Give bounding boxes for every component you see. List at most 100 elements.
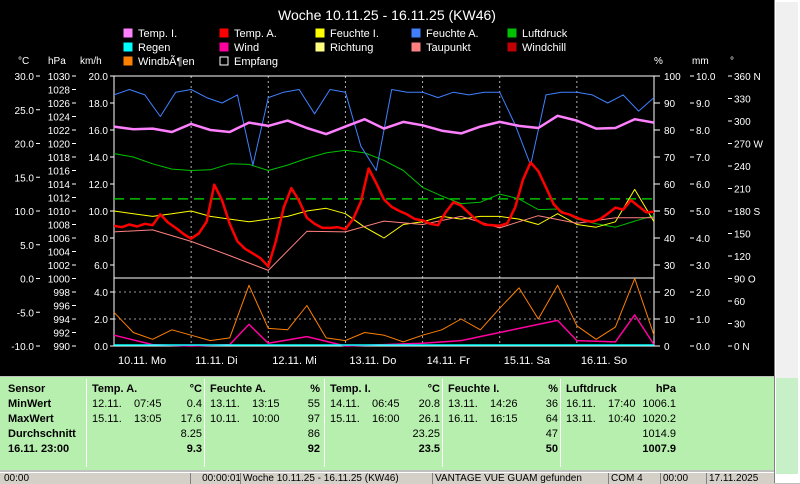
pressure-tick-label: 1028 [48, 86, 71, 97]
stats-time: 10:00 [252, 413, 280, 425]
wind-tick-label: 10.0 [89, 207, 109, 218]
stats-value: 36 [545, 398, 558, 410]
stats-separator [204, 379, 205, 467]
pressure-tick-label: 992 [53, 329, 70, 340]
stats-column-header: Feuchte I.% [448, 381, 558, 397]
wind-tick-label: 4.0 [94, 288, 108, 299]
stats-column-unit: hPa [655, 383, 676, 395]
series-line-feuchte-i- [113, 188, 655, 239]
stats-date: 12.11. [92, 398, 122, 410]
wind-tick-label: 14.0 [89, 153, 109, 164]
temp-tick-label: 30.0 [15, 72, 35, 83]
stats-value: 0.4 [186, 398, 202, 410]
stats-separator [324, 379, 325, 467]
stats-value: 23.5 [418, 443, 440, 455]
stats-sensor-column: Sensor MinWert MaxWert Durchschnitt 16.1… [8, 381, 86, 457]
x-tick-label: 16.11. So [581, 355, 627, 367]
scrollbar-area[interactable] [776, 2, 798, 472]
humidity-tick-label: 30 [664, 261, 676, 272]
stats-row: 1014.9 [566, 427, 676, 442]
chart-panel: Woche 10.11.25 - 16.11.25 (KW46) Temp. I.… [0, 0, 774, 376]
stats-row: 12.11. 07:45 0.4 [92, 397, 202, 412]
direction-tick-label: 90 O [734, 275, 756, 286]
series-line-wind [113, 314, 655, 347]
stats-value: 1014.9 [642, 428, 676, 440]
stats-separator [86, 379, 87, 467]
weather-chart: Woche 10.11.25 - 16.11.25 (KW46) Temp. I.… [11, 7, 763, 367]
pressure-tick-label: 1012 [48, 194, 71, 205]
stats-date: 16.11. [566, 398, 596, 410]
stats-row: 15.11. 13:05 17.6 [92, 412, 202, 427]
stats-separator [442, 379, 443, 467]
stats-date: 15.11. [92, 413, 122, 425]
stats-column: Luftdruck hPa 16.11. 17:40 1006.1 13.11. 10:40… [566, 381, 676, 457]
stats-value: 20.8 [418, 398, 440, 410]
x-tick-label: 15.11. Sa [504, 355, 551, 367]
pressure-tick-label: 1022 [48, 126, 71, 137]
rain-tick-label: 7.0 [696, 153, 710, 164]
legend-swatch [315, 28, 325, 38]
humidity-tick-label: 70 [664, 153, 676, 164]
stats-value: 47 [545, 428, 558, 440]
legend-swatch [315, 42, 325, 52]
stats-row: 50 [448, 442, 558, 457]
stats-separator [560, 379, 561, 467]
stats-row-label: MaxWert [8, 413, 54, 425]
humidity-tick-label: 50 [664, 207, 676, 218]
legend-swatch [219, 56, 229, 66]
stats-row: 1007.9 [566, 442, 676, 457]
stats-value: 92 [307, 443, 320, 455]
temp-tick-label: -10.0 [11, 342, 34, 353]
legend-label: Taupunkt [426, 42, 471, 54]
series-line-temp-i- [113, 114, 655, 136]
rain-tick-label: 1.0 [696, 315, 710, 326]
stats-value: 23.25 [412, 428, 440, 440]
stats-row: 13.11. 10:40 1020.2 [566, 412, 676, 427]
status-cell: Woche 10.11.25 - 16.11.25 (KW46) [240, 473, 433, 484]
legend-swatch [123, 42, 133, 52]
legend-label: Richtung [330, 42, 373, 54]
legend-label: Wind [234, 42, 259, 54]
rain-tick-label: 3.0 [696, 261, 710, 272]
rain-tick-label: 10.0 [696, 72, 716, 83]
x-tick-label: 13.11. Do [349, 355, 396, 367]
legend-label: Feuchte A. [426, 28, 479, 40]
wind-tick-label: 6.0 [94, 261, 108, 272]
wind-tick-label: 0.0 [94, 342, 108, 353]
stats-date: 10.11. [210, 413, 240, 425]
x-tick-label: 10.11. Mo [118, 355, 166, 367]
stats-row-label: 16.11. 23:00 [8, 443, 70, 455]
pressure-tick-label: 1018 [48, 153, 71, 164]
pressure-tick-label: 1026 [48, 99, 71, 110]
pressure-tick-label: 1020 [48, 140, 71, 151]
direction-tick-label: 330 [734, 95, 751, 106]
stats-row: 15.11. 16:00 26.1 [330, 412, 440, 427]
wind-tick-label: 2.0 [94, 315, 108, 326]
stats-date: 16.11. [448, 413, 478, 425]
stats-time: 17:40 [608, 398, 636, 410]
wind-tick-label: 18.0 [89, 99, 109, 110]
stats-row: 10.11. 10:00 97 [210, 412, 320, 427]
stats-column: Feuchte I.% 13.11. 14:26 36 16.11. 16:15 64 47 5… [448, 381, 558, 457]
stats-sensor-header: Sensor [8, 383, 46, 395]
status-cell: 00:00 [660, 473, 707, 484]
humidity-tick-label: 80 [664, 126, 676, 137]
legend-label: WindbÃ¶en [138, 55, 195, 68]
pressure-tick-label: 994 [53, 315, 70, 326]
stats-value: 86 [307, 428, 320, 440]
pressure-tick-label: 1006 [48, 234, 71, 245]
temp-tick-label: 20.0 [15, 140, 35, 151]
stats-time: 16:15 [490, 413, 518, 425]
stats-row: 13.11. 14:26 36 [448, 397, 558, 412]
rain-tick-label: 6.0 [696, 180, 710, 191]
wind-tick-label: 12.0 [89, 180, 109, 191]
pressure-unit-label: hPa [48, 56, 66, 67]
stats-column-header: Luftdruck hPa [566, 381, 676, 397]
plot-frame [113, 75, 655, 347]
wind-tick-label: 20.0 [89, 72, 109, 83]
stats-date: 13.11. [566, 413, 596, 425]
pressure-tick-label: 990 [53, 342, 70, 353]
stats-row-label: Durchschnitt [8, 428, 76, 440]
humidity-unit-label: % [654, 56, 663, 67]
stats-date: 13.11. [448, 398, 478, 410]
